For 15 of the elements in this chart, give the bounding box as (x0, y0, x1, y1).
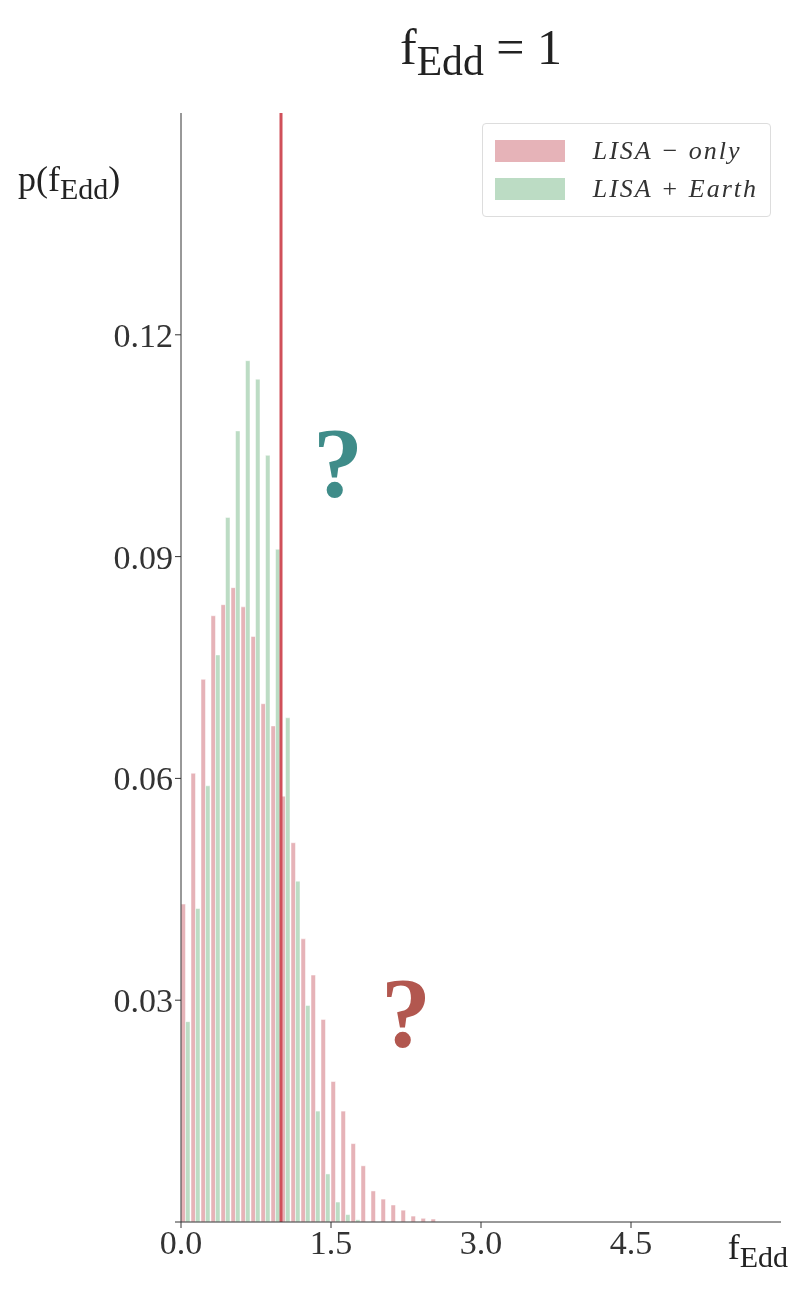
legend-label: LISA − only (592, 136, 742, 166)
annotation: ? (381, 957, 431, 1068)
annotation: ? (313, 407, 363, 518)
x-tick-label: 0.0 (159, 1224, 203, 1262)
legend-label: LISA + Earth (592, 174, 758, 204)
x-tick-label: 3.0 (459, 1224, 503, 1262)
y-tick-label: 0.03 (113, 982, 173, 1020)
x-tick-label: 1.5 (309, 1224, 353, 1262)
y-axis-title: p(f$_{Edd}$) (18, 158, 121, 207)
x-axis-title: f$_{Edd}$ (727, 1226, 788, 1275)
y-tick-label: 0.12 (113, 316, 173, 354)
y-tick-label: 0.09 (113, 538, 173, 576)
chart-title: f$_{Edd}$ = 1 (399, 18, 563, 85)
x-tick-label: 4.5 (609, 1224, 653, 1262)
y-tick-label: 0.06 (113, 760, 173, 798)
